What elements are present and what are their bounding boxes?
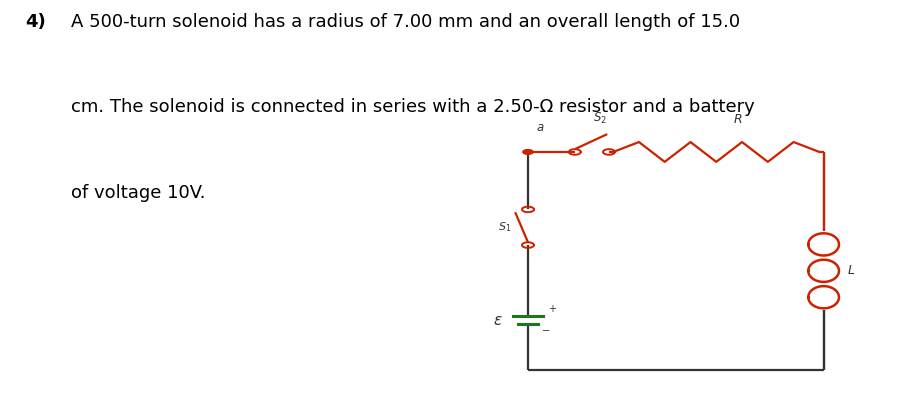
Text: cm. The solenoid is connected in series with a 2.50-Ω resistor and a battery: cm. The solenoid is connected in series … (71, 99, 755, 117)
Text: of voltage 10V.: of voltage 10V. (71, 184, 206, 201)
Text: +: + (547, 304, 556, 314)
Polygon shape (523, 150, 533, 154)
Text: $S_2$: $S_2$ (593, 111, 608, 126)
Text: $\varepsilon$: $\varepsilon$ (493, 313, 503, 328)
Text: −: − (542, 326, 550, 336)
Text: $S_1$: $S_1$ (498, 220, 511, 234)
Text: $R$: $R$ (733, 113, 743, 126)
Text: 4): 4) (25, 13, 46, 31)
Text: A 500-turn solenoid has a radius of 7.00 mm and an overall length of 15.0: A 500-turn solenoid has a radius of 7.00… (71, 13, 741, 31)
Text: $L$: $L$ (848, 264, 856, 277)
Text: $a$: $a$ (537, 121, 545, 134)
